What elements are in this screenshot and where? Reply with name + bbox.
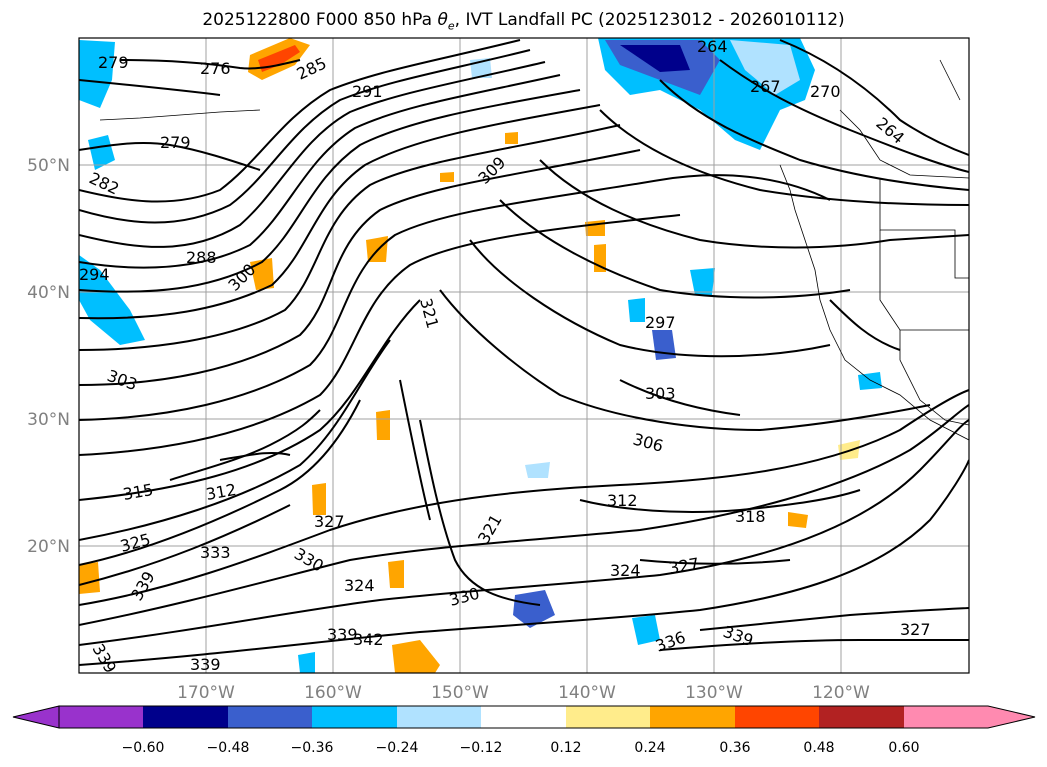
lat-label: 50°N xyxy=(27,156,70,176)
negative-anomaly-blob xyxy=(858,372,882,390)
contour-label: 339 xyxy=(327,625,358,644)
negative-anomaly-blob xyxy=(690,268,715,295)
colorbar-swatch xyxy=(481,706,566,728)
contour-label: 276 xyxy=(200,59,231,78)
colorbar-swatch xyxy=(143,706,228,728)
colorbar-swatch xyxy=(312,706,397,728)
colorbar-swatch xyxy=(566,706,650,728)
colorbar-tick-label: −0.48 xyxy=(207,740,250,756)
colorbar-swatch xyxy=(13,706,59,728)
positive-anomaly-blob xyxy=(392,640,440,673)
contour-label: 270 xyxy=(810,82,841,101)
lon-label: 150°W xyxy=(431,683,489,703)
lon-label: 160°W xyxy=(304,683,362,703)
lon-label: 120°W xyxy=(812,683,870,703)
contour-label: 279 xyxy=(98,53,129,72)
coastlines xyxy=(99,59,969,441)
anomaly-shading xyxy=(79,38,882,673)
negative-anomaly-blob xyxy=(632,615,660,645)
title-prefix: 2025122800 F000 850 hPa xyxy=(202,10,438,30)
lon-label: 130°W xyxy=(685,683,743,703)
colorbar-tick-label: 0.48 xyxy=(803,740,834,756)
contour-label: 333 xyxy=(200,543,231,562)
negative-anomaly-blob xyxy=(88,135,115,170)
lat-label: 20°N xyxy=(27,537,70,557)
longitude-labels: 170°W 160°W 150°W 140°W 130°W 120°W xyxy=(177,683,870,703)
negative-anomaly-blob xyxy=(513,590,555,628)
contour-label: 324 xyxy=(344,576,375,595)
colorbar-swatch xyxy=(397,706,481,728)
negative-anomaly-blob xyxy=(79,40,115,108)
colorbar-swatch xyxy=(650,706,735,728)
negative-anomaly-blob xyxy=(79,255,145,345)
contour-label: 279 xyxy=(160,133,191,152)
colorbar-swatch xyxy=(988,706,1035,728)
lon-label: 140°W xyxy=(558,683,616,703)
colorbar-swatch xyxy=(228,706,312,728)
contour-label: 267 xyxy=(750,77,781,96)
title-theta-symbol: θ xyxy=(437,10,448,30)
negative-anomaly-blob xyxy=(525,462,550,478)
colorbar-tick-label: 0.24 xyxy=(634,740,665,756)
positive-anomaly-blob xyxy=(388,560,404,588)
map-panel: 279 276 285 291 264 267 270 264 279 309 … xyxy=(79,37,969,674)
colorbar: −0.60 −0.48 −0.36 −0.24 −0.12 0.12 0.24 … xyxy=(12,705,1036,756)
positive-anomaly-blob xyxy=(788,512,808,528)
plot-title: 2025122800 F000 850 hPa θe, IVT Landfall… xyxy=(0,10,1047,32)
negative-anomaly-blob xyxy=(298,652,315,673)
contour-label: 339 xyxy=(190,655,221,674)
contour-label: 288 xyxy=(186,248,217,267)
lat-label: 30°N xyxy=(27,410,70,430)
colorbar-tick-label: −0.36 xyxy=(291,740,334,756)
latitude-labels: 50°N 40°N 30°N 20°N xyxy=(27,156,70,557)
colorbar-tick-label: −0.24 xyxy=(376,740,419,756)
positive-anomaly-blob xyxy=(440,172,454,182)
contour-label: 312 xyxy=(607,491,638,510)
positive-anomaly-blob xyxy=(376,410,390,440)
colorbar-swatch xyxy=(735,706,819,728)
contour-label: 291 xyxy=(352,82,383,101)
negative-anomaly-edge xyxy=(730,40,800,95)
negative-anomaly-core xyxy=(620,45,690,72)
colorbar-swatches xyxy=(13,706,1035,728)
positive-anomaly-blob xyxy=(585,220,605,236)
positive-anomaly-blob xyxy=(505,132,518,144)
contour-label: 324 xyxy=(610,561,641,580)
colorbar-swatch xyxy=(904,706,988,728)
colorbar-tick-label: 0.36 xyxy=(719,740,750,756)
positive-anomaly-blob xyxy=(312,483,326,515)
colorbar-tick-label: −0.60 xyxy=(122,740,165,756)
contour-label: 327 xyxy=(314,512,345,531)
lon-label: 170°W xyxy=(177,683,235,703)
contour-label: 303 xyxy=(645,384,676,403)
contour-label: 297 xyxy=(645,313,676,332)
contour-label: 342 xyxy=(353,630,384,649)
colorbar-tick-label: −0.12 xyxy=(460,740,503,756)
contour-label: 264 xyxy=(697,37,728,56)
negative-anomaly-blob xyxy=(652,330,676,360)
lat-label: 40°N xyxy=(27,283,70,303)
colorbar-outline xyxy=(12,705,1036,729)
positive-anomaly-blob xyxy=(79,562,100,594)
positive-anomaly-blob xyxy=(366,236,388,262)
colorbar-swatch xyxy=(59,706,143,728)
map-frame xyxy=(78,37,970,674)
contour-label: 327 xyxy=(900,620,931,639)
contour-label: 294 xyxy=(79,265,110,284)
contour-label: 318 xyxy=(735,507,766,526)
theta-e-contours xyxy=(79,39,969,666)
title-suffix: , IVT Landfall PC (2025123012 - 20260101… xyxy=(454,10,845,30)
colorbar-tick-label: 0.12 xyxy=(550,740,581,756)
negative-anomaly-blob xyxy=(628,298,645,322)
colorbar-tick-label: 0.60 xyxy=(888,740,919,756)
colorbar-swatch xyxy=(819,706,904,728)
title-subscript: e xyxy=(447,19,455,33)
positive-anomaly-core xyxy=(258,45,300,72)
colorbar-ticks: −0.60 −0.48 −0.36 −0.24 −0.12 0.12 0.24 … xyxy=(122,740,920,756)
